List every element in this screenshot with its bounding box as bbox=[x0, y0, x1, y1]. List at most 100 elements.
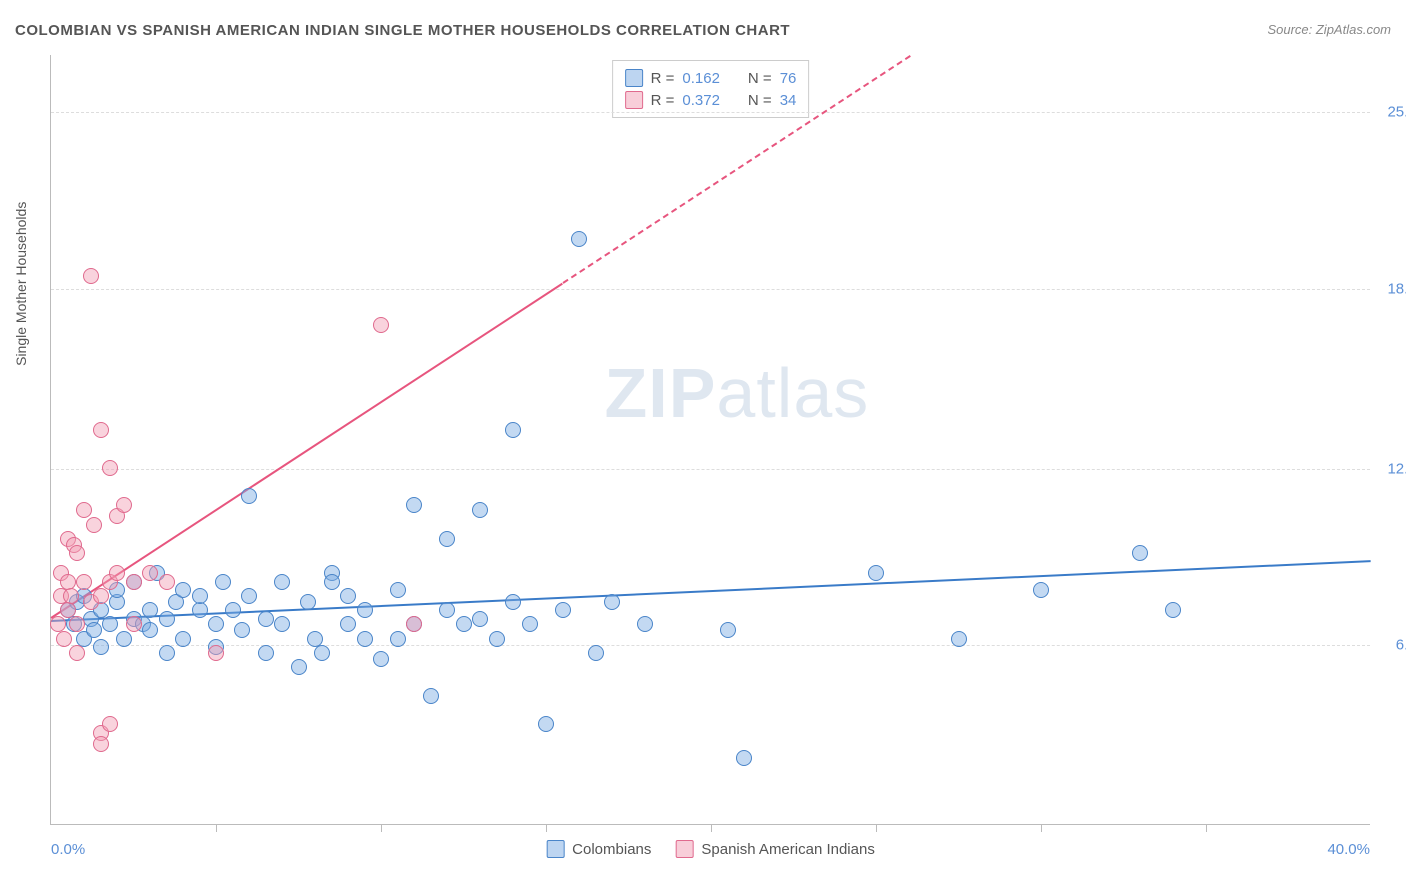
data-point bbox=[234, 622, 250, 638]
data-point bbox=[126, 616, 142, 632]
legend-row: R =0.162N =76 bbox=[625, 67, 797, 89]
r-value: 0.162 bbox=[682, 70, 720, 87]
data-point bbox=[868, 565, 884, 581]
legend-correlation: R = 0.162 N = 76 R = 0.372 N = 34 bbox=[612, 60, 810, 118]
data-point bbox=[60, 602, 76, 618]
x-tick bbox=[1041, 824, 1042, 832]
x-tick bbox=[381, 824, 382, 832]
data-point bbox=[505, 422, 521, 438]
data-point bbox=[175, 631, 191, 647]
data-point bbox=[76, 574, 92, 590]
data-point bbox=[142, 602, 158, 618]
data-point bbox=[241, 488, 257, 504]
legend-item: Spanish American Indians bbox=[675, 840, 874, 858]
data-point bbox=[357, 631, 373, 647]
data-point bbox=[555, 602, 571, 618]
gridline bbox=[51, 645, 1370, 646]
data-point bbox=[69, 616, 85, 632]
data-point bbox=[109, 565, 125, 581]
data-point bbox=[489, 631, 505, 647]
x-tick bbox=[546, 824, 547, 832]
x-label-right: 40.0% bbox=[1327, 841, 1370, 858]
data-point bbox=[258, 611, 274, 627]
data-point bbox=[373, 651, 389, 667]
data-point bbox=[63, 588, 79, 604]
data-point bbox=[300, 594, 316, 610]
data-point bbox=[93, 588, 109, 604]
gridline bbox=[51, 112, 1370, 113]
data-point bbox=[406, 497, 422, 513]
data-point bbox=[102, 716, 118, 732]
data-point bbox=[1132, 545, 1148, 561]
data-point bbox=[116, 497, 132, 513]
data-point bbox=[116, 631, 132, 647]
data-point bbox=[604, 594, 620, 610]
data-point bbox=[208, 616, 224, 632]
gridline bbox=[51, 469, 1370, 470]
data-point bbox=[390, 631, 406, 647]
data-point bbox=[69, 645, 85, 661]
legend-item: Colombians bbox=[546, 840, 651, 858]
source-attribution: Source: ZipAtlas.com bbox=[1267, 22, 1391, 37]
data-point bbox=[159, 645, 175, 661]
n-label: N = bbox=[748, 92, 772, 109]
data-point bbox=[390, 582, 406, 598]
data-point bbox=[373, 317, 389, 333]
x-tick bbox=[1206, 824, 1207, 832]
data-point bbox=[357, 602, 373, 618]
chart-title: COLOMBIAN VS SPANISH AMERICAN INDIAN SIN… bbox=[15, 22, 790, 39]
data-point bbox=[274, 574, 290, 590]
data-point bbox=[102, 460, 118, 476]
data-point bbox=[93, 639, 109, 655]
legend-row: R = 0.372 N = 34 bbox=[625, 89, 797, 111]
data-point bbox=[225, 602, 241, 618]
n-label: N = bbox=[748, 70, 772, 87]
data-point bbox=[69, 545, 85, 561]
x-tick bbox=[711, 824, 712, 832]
y-tick-label: 6.3% bbox=[1396, 637, 1406, 654]
data-point bbox=[439, 602, 455, 618]
data-point bbox=[340, 588, 356, 604]
x-tick bbox=[216, 824, 217, 832]
data-point bbox=[159, 611, 175, 627]
legend-label: Colombians bbox=[572, 841, 651, 858]
data-point bbox=[423, 688, 439, 704]
legend-label: Spanish American Indians bbox=[701, 841, 874, 858]
data-point bbox=[324, 574, 340, 590]
data-point bbox=[736, 750, 752, 766]
r-value: 0.372 bbox=[682, 92, 720, 109]
data-point bbox=[291, 659, 307, 675]
data-point bbox=[93, 422, 109, 438]
data-point bbox=[951, 631, 967, 647]
data-point bbox=[60, 574, 76, 590]
data-point bbox=[1033, 582, 1049, 598]
x-tick bbox=[876, 824, 877, 832]
data-point bbox=[159, 574, 175, 590]
data-point bbox=[241, 588, 257, 604]
data-point bbox=[175, 582, 191, 598]
data-point bbox=[56, 631, 72, 647]
legend-swatch-icon bbox=[625, 69, 643, 87]
data-point bbox=[439, 531, 455, 547]
data-point bbox=[505, 594, 521, 610]
data-point bbox=[1165, 602, 1181, 618]
data-point bbox=[83, 268, 99, 284]
data-point bbox=[258, 645, 274, 661]
data-point bbox=[456, 616, 472, 632]
data-point bbox=[274, 616, 290, 632]
legend-swatch-icon bbox=[625, 91, 643, 109]
data-point bbox=[142, 622, 158, 638]
data-point bbox=[76, 502, 92, 518]
r-label: R = bbox=[651, 92, 675, 109]
data-point bbox=[208, 645, 224, 661]
n-value: 76 bbox=[780, 70, 797, 87]
trend-line bbox=[50, 283, 563, 619]
watermark: ZIPatlas bbox=[604, 353, 869, 433]
n-value: 34 bbox=[780, 92, 797, 109]
y-tick-label: 25.0% bbox=[1387, 104, 1406, 121]
legend-swatch-icon bbox=[546, 840, 564, 858]
y-tick-label: 12.5% bbox=[1387, 460, 1406, 477]
gridline bbox=[51, 289, 1370, 290]
y-axis-label: Single Mother Households bbox=[13, 201, 29, 365]
data-point bbox=[314, 645, 330, 661]
